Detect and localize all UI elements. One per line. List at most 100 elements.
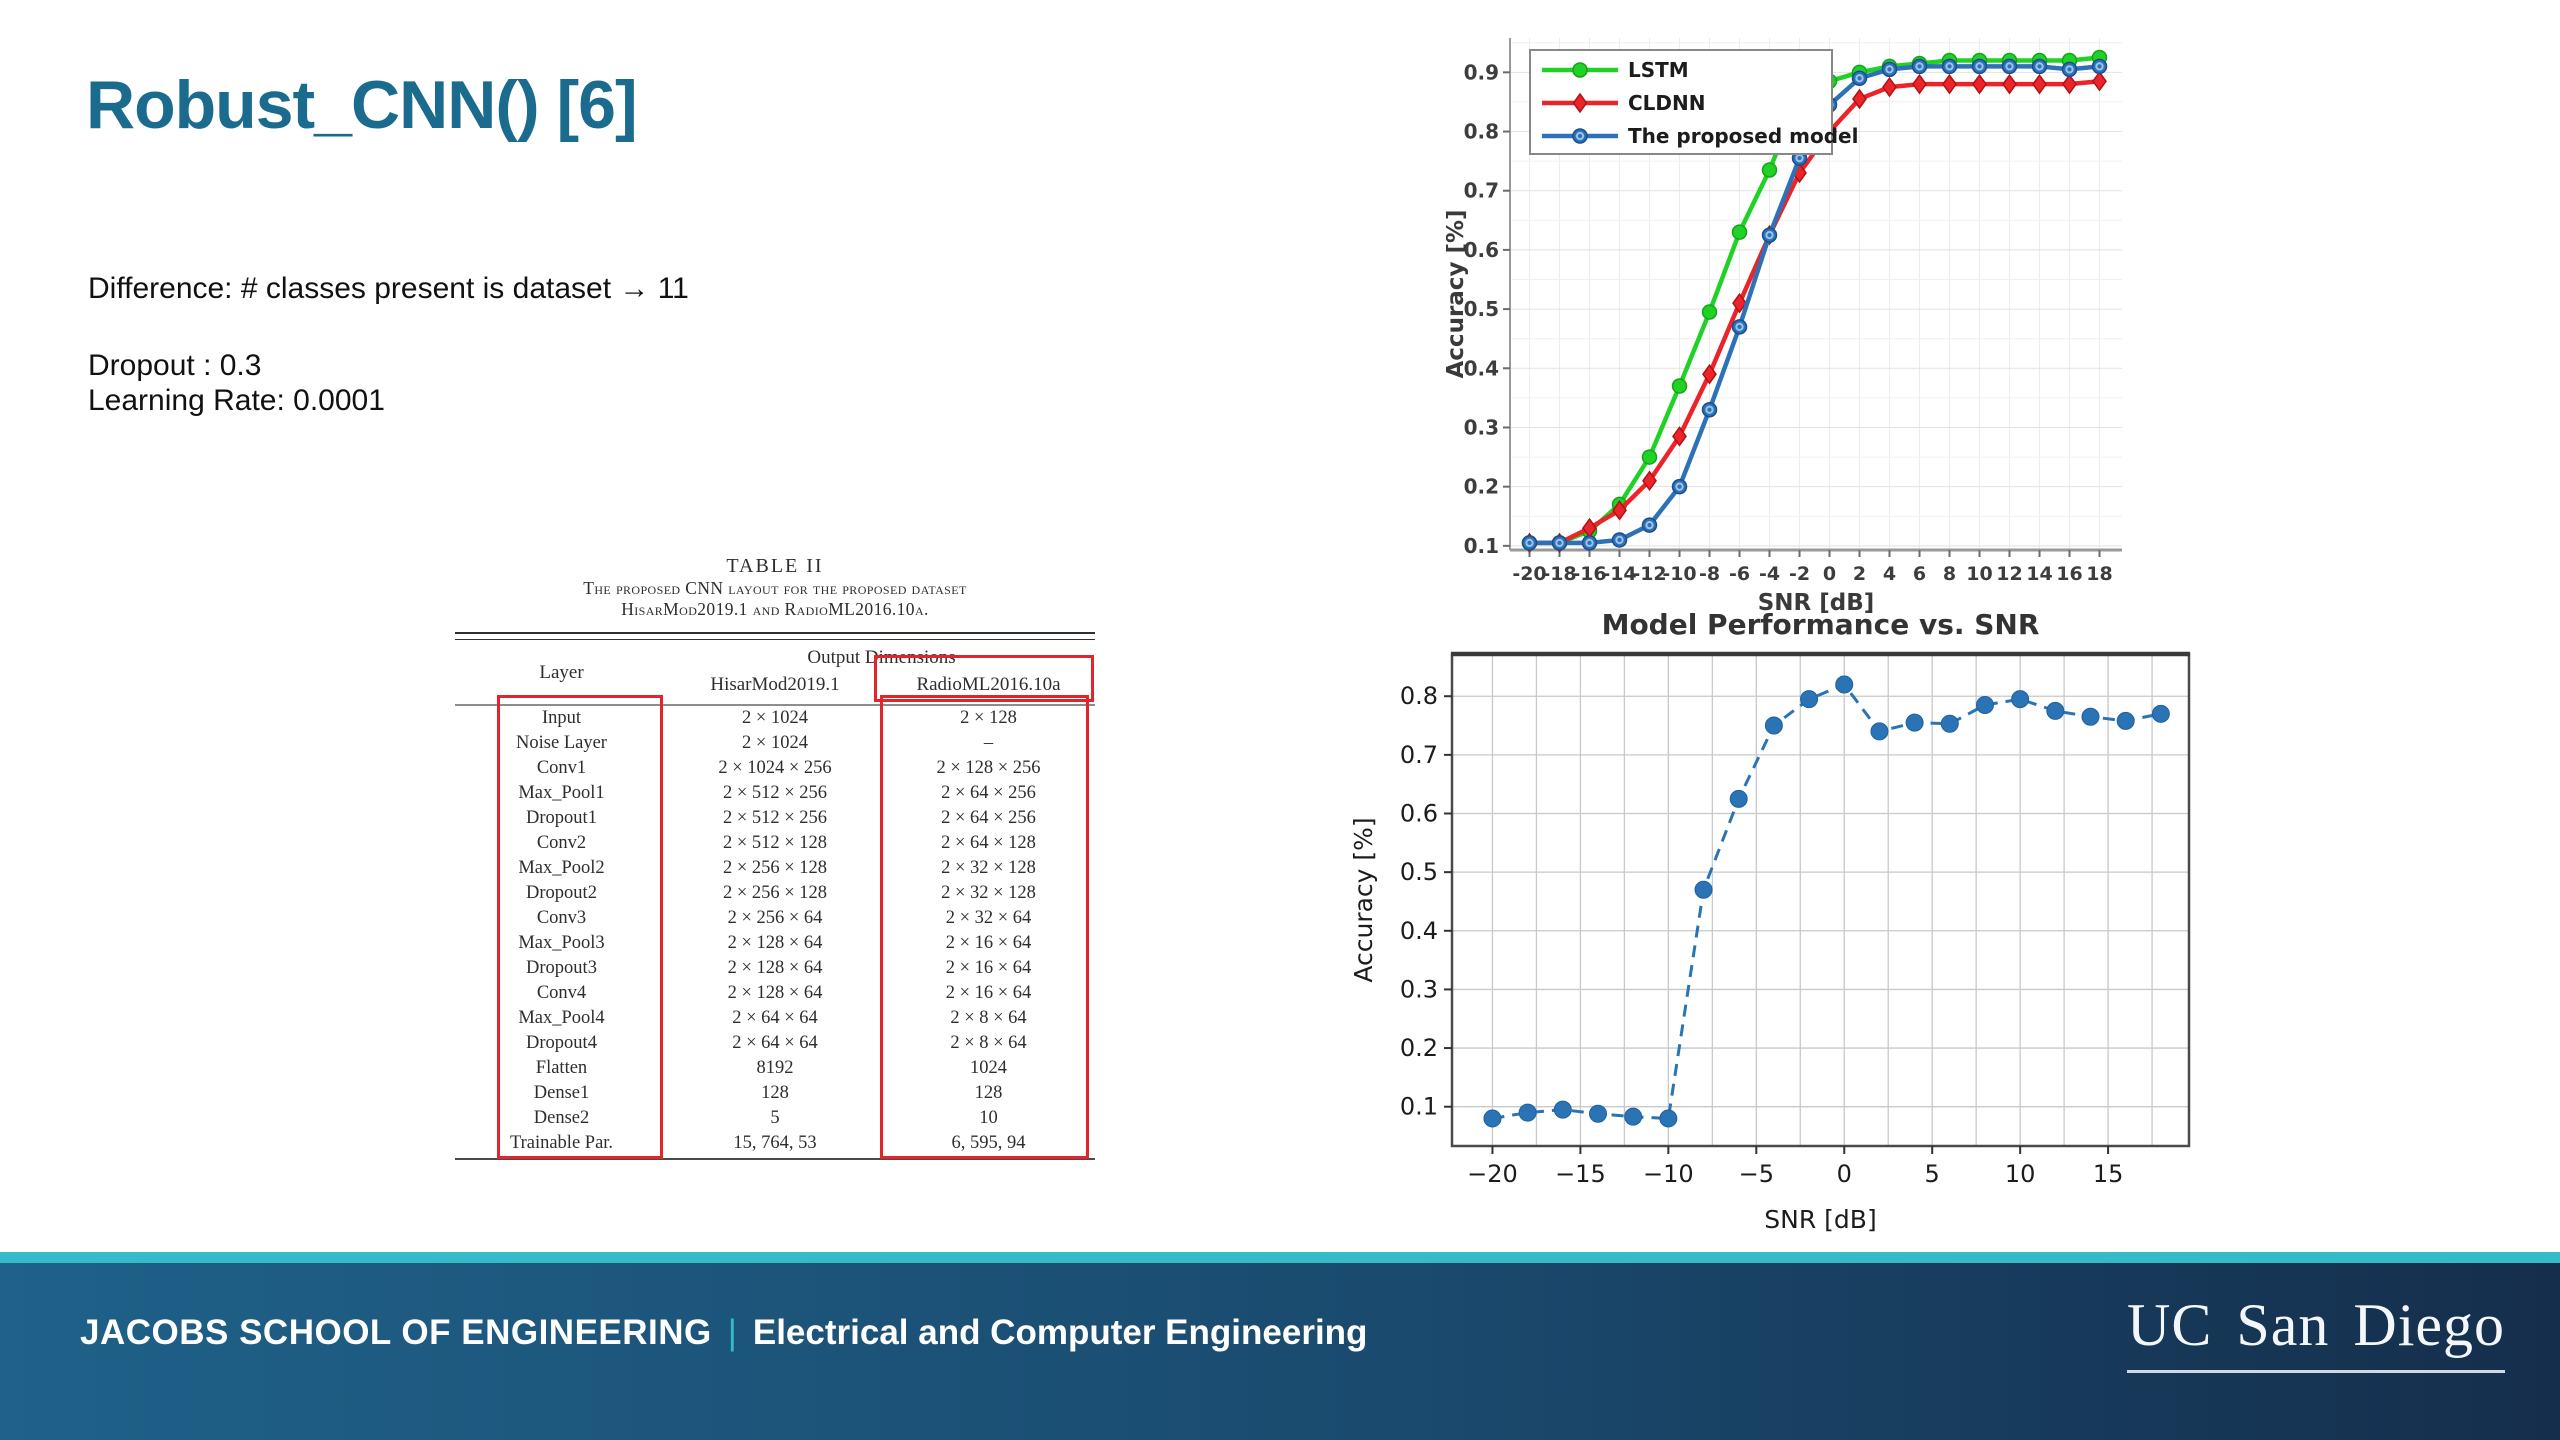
table-header-col2: RadioML2016.10a <box>916 674 1061 695</box>
legend-label: LSTM <box>1628 58 1689 82</box>
table-cell: 2 × 16 × 64 <box>945 958 1032 978</box>
x-tick-label: −20 <box>1467 1160 1518 1188</box>
x-tick-label: -12 <box>1632 563 1666 585</box>
table-cell: 2 × 128 × 256 <box>936 758 1041 778</box>
table-cell: 2 × 32 × 128 <box>941 858 1036 878</box>
x-tick-label: 10 <box>2005 1160 2036 1188</box>
y-tick-label: 0.6 <box>1400 800 1438 828</box>
table-cell: 2 × 8 × 64 <box>950 1033 1027 1053</box>
table-cell: 2 × 128 <box>960 708 1017 728</box>
x-tick-label: 0 <box>1837 1160 1852 1188</box>
table-row: Noise Layer 2 × 1024 – <box>455 731 1095 756</box>
x-tick-label: 16 <box>2056 563 2082 585</box>
table-row: Max_Pool4 2 × 64 × 64 2 × 8 × 64 <box>455 1006 1095 1031</box>
table-top-rule <box>455 632 1095 640</box>
table-cell: 2 × 512 × 128 <box>722 833 828 853</box>
x-tick-label: -8 <box>1699 563 1720 585</box>
x-tick-label: -20 <box>1512 563 1546 585</box>
y-tick-label: 0.7 <box>1400 741 1438 769</box>
x-tick-label: -14 <box>1602 563 1636 585</box>
learning-rate-line: Learning Rate: 0.0001 <box>88 384 385 417</box>
table-cell: 2 × 64 × 64 <box>732 1008 818 1028</box>
table-cell: Dense2 <box>533 1108 590 1128</box>
difference-line: Difference: # classes present is dataset… <box>88 272 689 305</box>
table-cell: 2 × 1024 <box>742 708 808 728</box>
footer-school: JACOBS SCHOOL OF ENGINEERING <box>80 1313 712 1352</box>
footer-separator: | <box>727 1313 737 1352</box>
table-row: Dropout3 2 × 128 × 64 2 × 16 × 64 <box>455 956 1095 981</box>
table-cell: Conv2 <box>536 833 587 853</box>
x-tick-label: −15 <box>1555 1160 1606 1188</box>
table-cell: Input <box>541 708 582 728</box>
legend-label: CLDNN <box>1628 91 1706 115</box>
table-cell: 15, 764, 53 <box>733 1133 817 1153</box>
y-tick-label: 0.5 <box>1400 858 1438 886</box>
x-tick-label: -4 <box>1759 563 1780 585</box>
table-cell: 2 × 64 × 128 <box>941 833 1036 853</box>
table-cell: 2 × 512 × 256 <box>722 808 828 828</box>
x-tick-label: 10 <box>1966 563 1992 585</box>
page-title: Robust_CNN() [6] <box>86 67 638 143</box>
table-row: Flatten 8192 1024 <box>455 1056 1095 1081</box>
table-row: Trainable Par. 15, 764, 53 6, 595, 94 <box>455 1131 1095 1156</box>
y-tick-label: 0.3 <box>1400 975 1438 1003</box>
table-cell: 2 × 32 × 128 <box>941 883 1036 903</box>
x-tick-label: −5 <box>1739 1160 1774 1188</box>
table-row: Dense2 5 10 <box>455 1106 1095 1131</box>
table-cell: 10 <box>979 1108 998 1128</box>
chart-title: Model Performance vs. SNR <box>1602 608 2040 641</box>
table-row: Dense1 128 128 <box>455 1081 1095 1106</box>
table-body: Input 2 × 1024 2 × 128 Noise Layer 2 × 1024 –… <box>455 706 1095 1156</box>
x-tick-label: −10 <box>1643 1160 1694 1188</box>
bottom-chart-svg: −20 −15 −10 −5 0 5 10 15 0.1 0.2 0.3 0.4 0.5 0.6 0.7 0.… <box>1349 608 2191 1234</box>
table-cell: Dense1 <box>533 1083 590 1103</box>
table-row: Conv1 2 × 1024 × 256 2 × 128 × 256 <box>455 756 1095 781</box>
y-tick-label: 0.1 <box>1464 534 1499 558</box>
table-row: Conv3 2 × 256 × 64 2 × 32 × 64 <box>455 906 1095 931</box>
table-row: Conv4 2 × 128 × 64 2 × 16 × 64 <box>455 981 1095 1006</box>
footer-teal-strip <box>0 1252 2560 1263</box>
table-header-group: Output Dimensions <box>807 647 956 668</box>
x-tick-label: -16 <box>1572 563 1606 585</box>
footer-text: JACOBS SCHOOL OF ENGINEERING | Electrical … <box>80 1313 1367 1353</box>
table-row: Dropout1 2 × 512 × 256 2 × 64 × 256 <box>455 806 1095 831</box>
table-row: Max_Pool2 2 × 256 × 128 2 × 32 × 128 <box>455 856 1095 881</box>
table-mid-rule <box>455 704 1095 706</box>
table-cell: 2 × 64 × 64 <box>732 1033 818 1053</box>
table-cell: 8192 <box>756 1058 794 1078</box>
table-cell: 2 × 128 × 64 <box>727 933 823 953</box>
x-tick-label: 6 <box>1913 563 1926 585</box>
table-cell: 2 × 128 × 64 <box>727 958 823 978</box>
legend: LSTM CLDNN The proposed model <box>1529 49 1858 155</box>
table-cell: Trainable Par. <box>509 1133 614 1153</box>
table-caption-line-2: HisarMod2019.1 and RadioML2016.10a. <box>621 599 929 619</box>
x-tick-label: 4 <box>1883 563 1896 585</box>
y-axis-label: Accuracy [%] <box>1446 209 1469 378</box>
table-row: Max_Pool1 2 × 512 × 256 2 × 64 × 256 <box>455 781 1095 806</box>
x-axis-label: SNR [dB] <box>1764 1205 1876 1234</box>
table-cell: Dropout3 <box>526 958 597 978</box>
x-axis-label: SNR [dB] <box>1758 590 1875 616</box>
x-tick-label: 5 <box>1925 1160 1940 1188</box>
x-tick-label: 14 <box>2026 563 2052 585</box>
accuracy-vs-snr-comparison-chart: 0.1 0.2 0.3 0.4 0.5 0.6 0.7 0.8 0.9 -20 -18 -16 -14-… <box>1443 12 2146 624</box>
table-header-col1: HisarMod2019.1 <box>710 674 840 695</box>
footer-department: Electrical and Computer Engineering <box>752 1313 1368 1352</box>
table-header: Layer Output Dimensions HisarMod2019.1 R… <box>455 640 1095 704</box>
x-tick-label: 8 <box>1943 563 1956 585</box>
table-cell: Dropout2 <box>526 883 597 903</box>
top-chart-svg: 0.10.20.30.40.50.60.70.80.9-20-18-16-14-… <box>1443 38 2122 616</box>
y-tick-label: 0.2 <box>1400 1034 1438 1062</box>
table-row: Input 2 × 1024 2 × 128 <box>455 706 1095 731</box>
table-cell: Dropout4 <box>526 1033 597 1053</box>
x-tick-label: 2 <box>1853 563 1866 585</box>
table-cell: 2 × 32 × 64 <box>945 908 1032 928</box>
table-cell: 2 × 256 × 128 <box>722 858 828 878</box>
x-tick-label: -2 <box>1789 563 1810 585</box>
y-tick-label: 0.8 <box>1400 682 1438 710</box>
model-performance-vs-snr-chart: −20 −15 −10 −5 0 5 10 15 0.1 0.2 0.3 0.4 0.5 0.6 0.7 0.… <box>1332 596 2217 1246</box>
x-tick-label: -18 <box>1542 563 1576 585</box>
y-tick-label: 0.7 <box>1464 179 1499 203</box>
table-cell: 2 × 512 × 256 <box>722 783 828 803</box>
table-cell: Max_Pool1 <box>518 783 605 803</box>
